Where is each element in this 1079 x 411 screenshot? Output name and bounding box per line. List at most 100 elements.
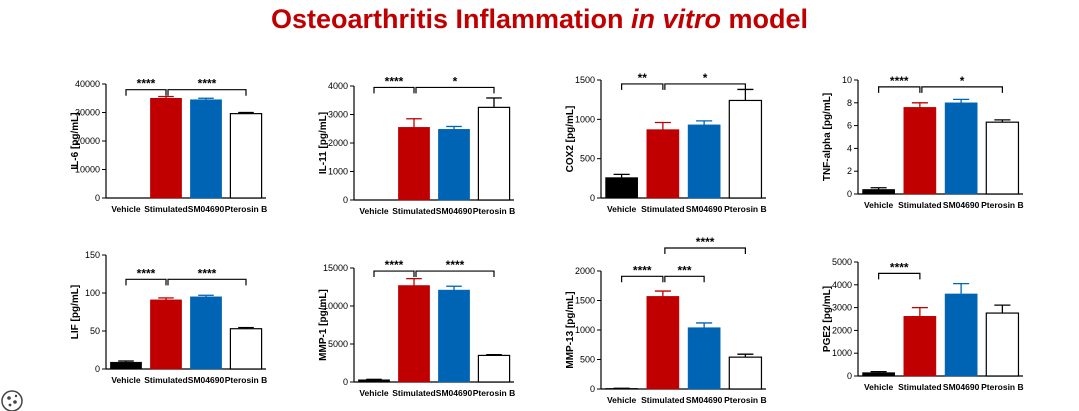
x-tick-label: Vehicle [607, 395, 637, 405]
x-tick-label: Stimulated [392, 388, 435, 398]
significance-label: **** [385, 258, 404, 272]
x-tick-label: Vehicle [359, 388, 389, 398]
y-tick-label: 10000 [75, 165, 100, 175]
bar-sm04690 [687, 124, 721, 199]
x-tick-label: Stimulated [144, 375, 187, 385]
y-axis-label: MMP-1 [pg/mL] [318, 289, 329, 361]
significance-label: *** [677, 263, 691, 277]
bar-stimulated [150, 98, 182, 199]
y-tick-label: 1000 [575, 114, 595, 124]
bar-stimulated [646, 296, 680, 390]
significance-bracket [664, 247, 746, 254]
x-tick-label: Vehicle [359, 206, 389, 216]
significance-bracket [373, 270, 415, 278]
bar-pterosin-b [477, 354, 511, 383]
y-axis-label: MMP-13 [pg/mL] [565, 291, 576, 368]
y-tick-label: 0 [95, 193, 100, 203]
y-tick-label: 0 [590, 384, 595, 394]
y-tick-label: 5000 [328, 339, 348, 349]
x-tick-label: Stimulated [392, 206, 435, 216]
significance-bracket [664, 275, 705, 283]
bar-sm04690 [190, 99, 222, 199]
y-tick-label: 2000 [575, 266, 595, 276]
x-tick-label: Pterosin B [473, 206, 516, 216]
x-tick-label: Pterosin B [981, 382, 1024, 392]
bar-vehicle [862, 372, 895, 377]
y-tick-label: 0 [847, 371, 852, 381]
y-tick-label: 4000 [832, 280, 852, 290]
y-tick-label: 20000 [75, 136, 100, 146]
y-tick-label: 30000 [75, 108, 100, 118]
chart-lif: LIF [pg/mL] 0 50 100 150 Vehicle Stimulated SM0… [70, 250, 267, 385]
y-axis-label: IL-6 [pg/mL] [70, 112, 81, 169]
chart-pge2: PGE2 [pg/mL] 0 1000 2000 3000 4000 5000 Vehicle… [822, 257, 1024, 392]
y-axis-label: TNF-alpha [pg/mL] [822, 93, 833, 181]
y-tick-label: 100 [85, 288, 100, 298]
x-tick-label: Pterosin B [724, 395, 767, 405]
y-tick-label: 40000 [75, 79, 100, 89]
x-tick-label: Vehicle [111, 204, 141, 214]
bar-pterosin-b [477, 106, 511, 201]
significance-label: **** [696, 235, 715, 249]
chart-cox2: COX2 [pg/mL] 0 500 1000 1500 Vehicle Stimulate… [565, 71, 767, 214]
chart-tnf-alpha: TNF-alpha [pg/mL] 0 2 4 6 8 10 Vehicle Stimulate… [822, 74, 1024, 210]
virus-logo-icon [1, 390, 23, 411]
y-tick-label: 2000 [328, 138, 348, 148]
y-tick-label: 2 [847, 166, 852, 176]
x-tick-label: SM04690 [943, 200, 980, 210]
bar-stimulated [903, 316, 937, 377]
significance-label: **** [446, 258, 465, 272]
x-tick-label: Vehicle [607, 204, 637, 214]
y-tick-label: 15000 [323, 263, 348, 273]
x-tick-label: Pterosin B [724, 204, 767, 214]
significance-label: * [453, 74, 458, 88]
significance-label: ** [638, 71, 648, 85]
y-axis-label: PGE2 [pg/mL] [822, 286, 833, 352]
x-tick-label: SM04690 [436, 206, 473, 216]
significance-bracket [125, 89, 167, 96]
bar-stimulated [398, 127, 430, 201]
bar-vehicle [110, 361, 142, 370]
y-tick-label: 2000 [832, 325, 852, 335]
y-tick-label: 500 [580, 154, 595, 164]
x-tick-label: SM04690 [436, 388, 473, 398]
y-tick-label: 0 [95, 364, 100, 374]
y-tick-label: 50 [90, 326, 100, 336]
bar-pterosin-b [985, 121, 1020, 195]
y-tick-label: 0 [343, 195, 348, 205]
x-tick-label: Pterosin B [473, 388, 516, 398]
significance-bracket [664, 83, 746, 90]
significance-label: * [703, 71, 708, 85]
y-tick-label: 4000 [328, 81, 348, 91]
x-tick-label: Vehicle [864, 200, 894, 210]
significance-label: * [960, 74, 965, 88]
y-axis-label: LIF [pg/mL] [70, 285, 81, 339]
significance-bracket [167, 89, 247, 96]
y-axis-label: COX2 [pg/mL] [565, 106, 576, 173]
y-tick-label: 0 [343, 377, 348, 387]
y-tick-label: 1000 [832, 348, 852, 358]
significance-label: **** [633, 263, 652, 277]
x-tick-label: Stimulated [641, 204, 684, 214]
x-tick-label: Pterosin B [225, 204, 268, 214]
x-tick-label: SM04690 [686, 395, 723, 405]
x-tick-label: Pterosin B [981, 200, 1024, 210]
bar-stimulated [398, 285, 430, 383]
y-tick-label: 3000 [328, 110, 348, 120]
bar-sm04690 [687, 327, 721, 390]
chart-il6: IL-6 [pg/mL] 0 10000 20000 30000 40000 Vehicle… [70, 77, 268, 214]
bar-stimulated [646, 129, 680, 199]
bar-stimulated [150, 299, 182, 370]
y-tick-label: 1500 [575, 296, 595, 306]
x-tick-label: SM04690 [188, 375, 225, 385]
significance-label: **** [198, 266, 217, 280]
y-tick-label: 150 [85, 250, 100, 260]
significance-bracket [415, 270, 495, 278]
page-title: Osteoarthritis Inflammation in vitro mod… [0, 4, 1079, 35]
significance-bracket [878, 86, 921, 93]
bar-vehicle [605, 177, 638, 199]
x-tick-label: Stimulated [898, 200, 941, 210]
y-tick-label: 4 [847, 143, 852, 153]
bar-sm04690 [438, 129, 470, 201]
significance-label: **** [198, 77, 217, 91]
